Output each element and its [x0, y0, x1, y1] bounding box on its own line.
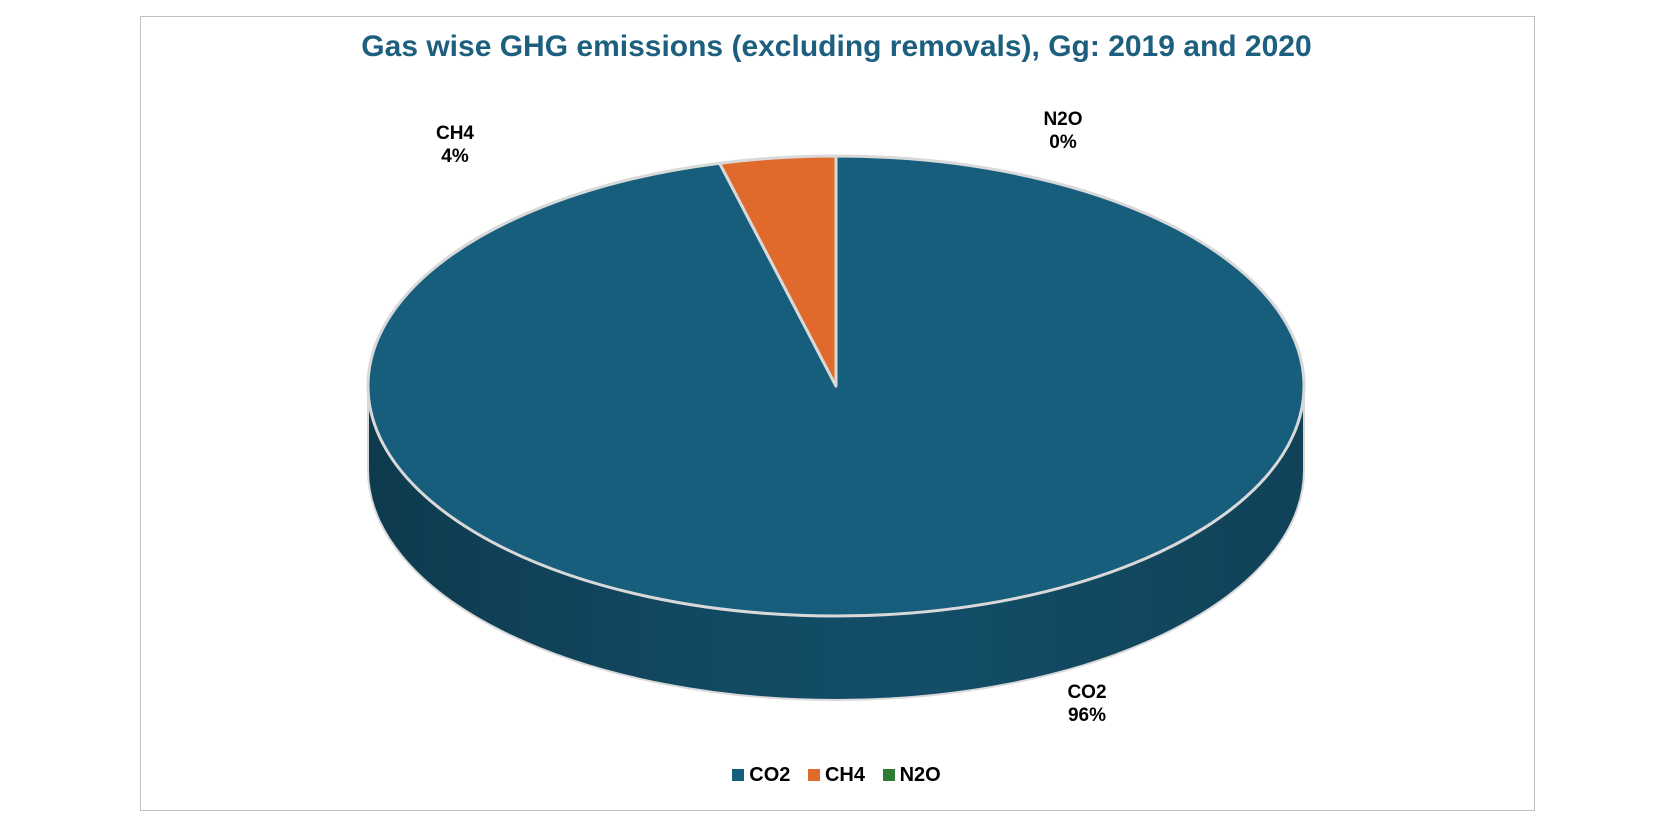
legend-swatch-n2o [882, 769, 895, 781]
data-label-name-co2: CO2 [1067, 682, 1106, 703]
data-label-name-ch4: CH4 [436, 123, 474, 144]
pie-rim [367, 155, 1305, 617]
legend-item-n2o: N2O [882, 764, 941, 787]
legend-label-co2: CO2 [749, 764, 791, 786]
data-label-value-n2o: 0% [1049, 132, 1077, 153]
legend-swatch-co2 [732, 769, 745, 781]
legend-label-ch4: CH4 [824, 764, 865, 786]
legend: CO2 CH4 N2O [0, 764, 1673, 787]
chart-title: Gas wise GHG emissions (excluding remova… [361, 30, 1312, 63]
data-label-value-ch4: 4% [441, 146, 469, 167]
legend-item-ch4: CH4 [807, 764, 865, 787]
legend-label-n2o: N2O [899, 764, 941, 786]
data-label-n2o: N2O 0% [1043, 109, 1082, 153]
data-label-name-n2o: N2O [1043, 109, 1082, 130]
data-label-co2: CO2 96% [1067, 682, 1106, 726]
legend-item-co2: CO2 [732, 764, 790, 787]
data-label-ch4: CH4 4% [436, 123, 474, 167]
data-label-value-co2: 96% [1068, 705, 1106, 726]
legend-swatch-ch4 [807, 769, 820, 781]
